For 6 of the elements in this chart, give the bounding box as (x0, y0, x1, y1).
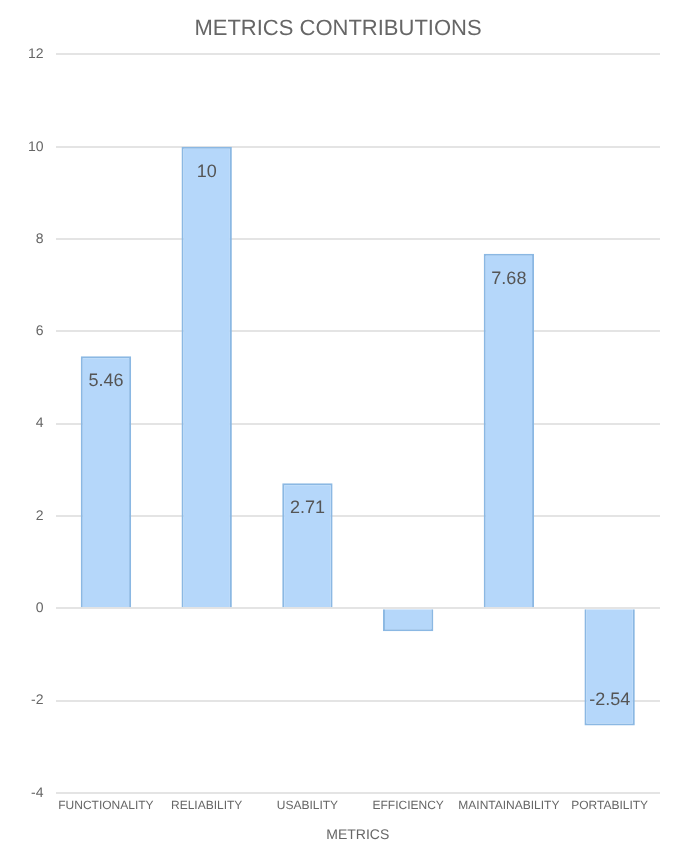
data-label: 5.46 (88, 370, 124, 391)
data-label: -2.54 (589, 689, 631, 710)
chart-title: METRICS CONTRIBUTIONS (194, 17, 482, 42)
data-label: 2.71 (289, 497, 325, 518)
data-label: 10 (196, 160, 217, 181)
data-label: 7.68 (491, 267, 527, 288)
